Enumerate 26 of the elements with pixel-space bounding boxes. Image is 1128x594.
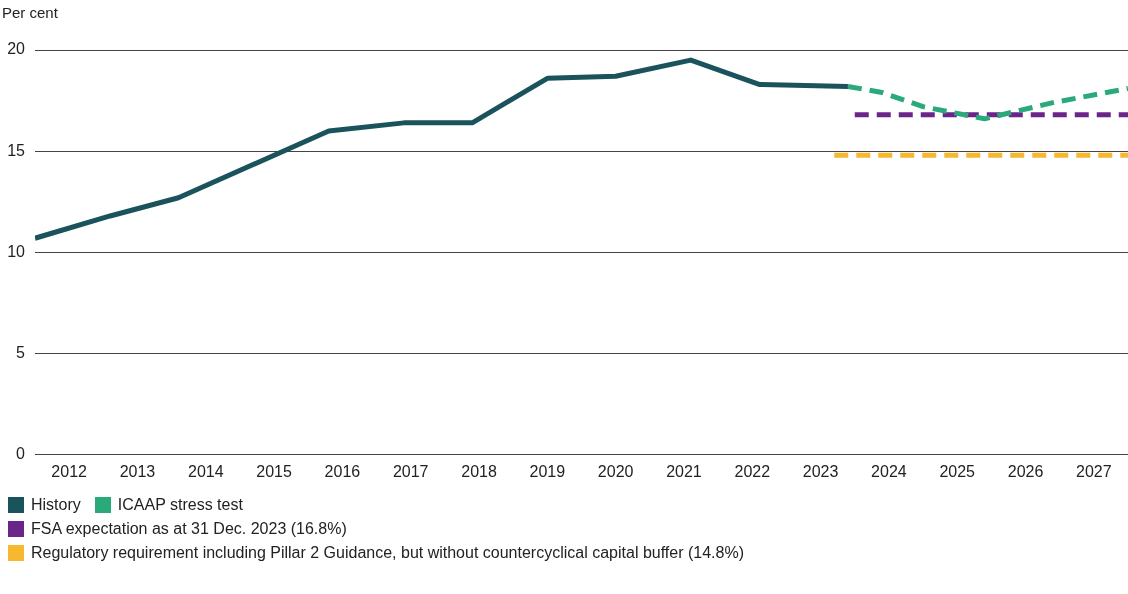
x-tick-label: 2016	[324, 462, 361, 480]
x-tick-label: 2013	[119, 462, 156, 480]
x-tick-label: 2023	[802, 462, 839, 480]
x-tick-label: 2014	[187, 462, 224, 480]
y-tick-label: 20	[7, 40, 26, 58]
legend-label: FSA expectation as at 31 Dec. 2023 (16.8%)	[31, 520, 347, 538]
y-tick-label: 10	[7, 242, 26, 260]
legend-label: History	[31, 496, 81, 514]
x-tick-label: 2027	[1076, 462, 1112, 480]
x-tick-label: 2019	[529, 462, 566, 480]
legend-label: ICAAP stress test	[117, 496, 243, 514]
x-tick-label: 2024	[871, 462, 907, 480]
x-tick-label: 2025	[939, 462, 976, 480]
x-tick-label: 2017	[392, 462, 429, 480]
x-tick-label: 2021	[666, 462, 702, 480]
y-tick-label: 5	[16, 344, 26, 362]
legend-label: Regulatory requirement including Pillar 2 Guidance, but without countercyclical capital buffer (14.8%)	[31, 544, 744, 562]
x-tick-label: 2015	[256, 462, 292, 480]
y-tick-label: 0	[16, 445, 26, 463]
y-axis-title: Per cent	[2, 4, 58, 21]
x-tick-label: 2022	[734, 462, 771, 480]
x-tick-label: 2026	[1007, 462, 1044, 480]
x-tick-label: 2012	[51, 462, 88, 480]
x-tick-label: 2020	[597, 462, 634, 480]
x-tick-label: 2018	[461, 462, 497, 480]
y-tick-label: 15	[7, 141, 26, 159]
